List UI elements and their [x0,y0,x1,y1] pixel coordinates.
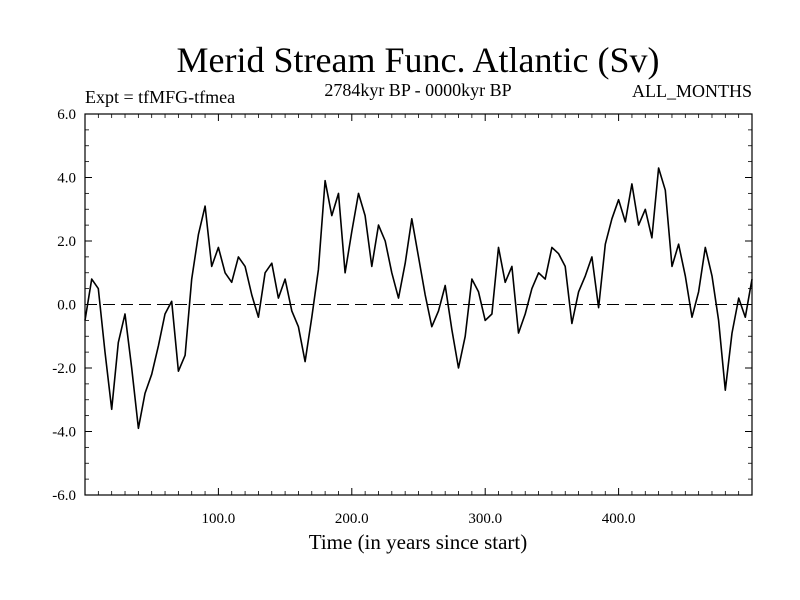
x-axis: 100.0 200.0 300.0 400.0 [97,114,740,527]
time-range-label: 2784kyr BP - 0000kyr BP [324,80,511,100]
x-tick-label: 100.0 [202,511,236,527]
experiment-label: Expt = tfMFG-tfmea [85,87,235,107]
x-axis-label: Time (in years since start) [309,530,528,554]
y-tick-label: -4.0 [52,425,76,441]
y-tick-label: -6.0 [52,488,76,504]
x-tick-label: 400.0 [602,511,636,527]
x-tick-label: 300.0 [468,511,502,527]
y-tick-label: 2.0 [57,234,76,250]
x-tick-label: 200.0 [335,511,369,527]
y-tick-label: 6.0 [57,107,76,123]
series-layer [84,167,753,430]
y-axis: -6.0 -4.0 -2.0 0.0 2.0 4.0 6.0 [52,107,752,504]
series-line [84,167,753,430]
plot-area: 100.0 200.0 300.0 400.0 -6.0 -4.0 -2.0 0.0 2.0 4… [52,107,753,527]
y-tick-label: 4.0 [57,171,76,187]
chart-title: Merid Stream Func. Atlantic (Sv) [177,40,660,80]
y-tick-label: 0.0 [57,298,76,314]
months-label: ALL_MONTHS [632,81,752,101]
y-tick-label: -2.0 [52,361,76,377]
